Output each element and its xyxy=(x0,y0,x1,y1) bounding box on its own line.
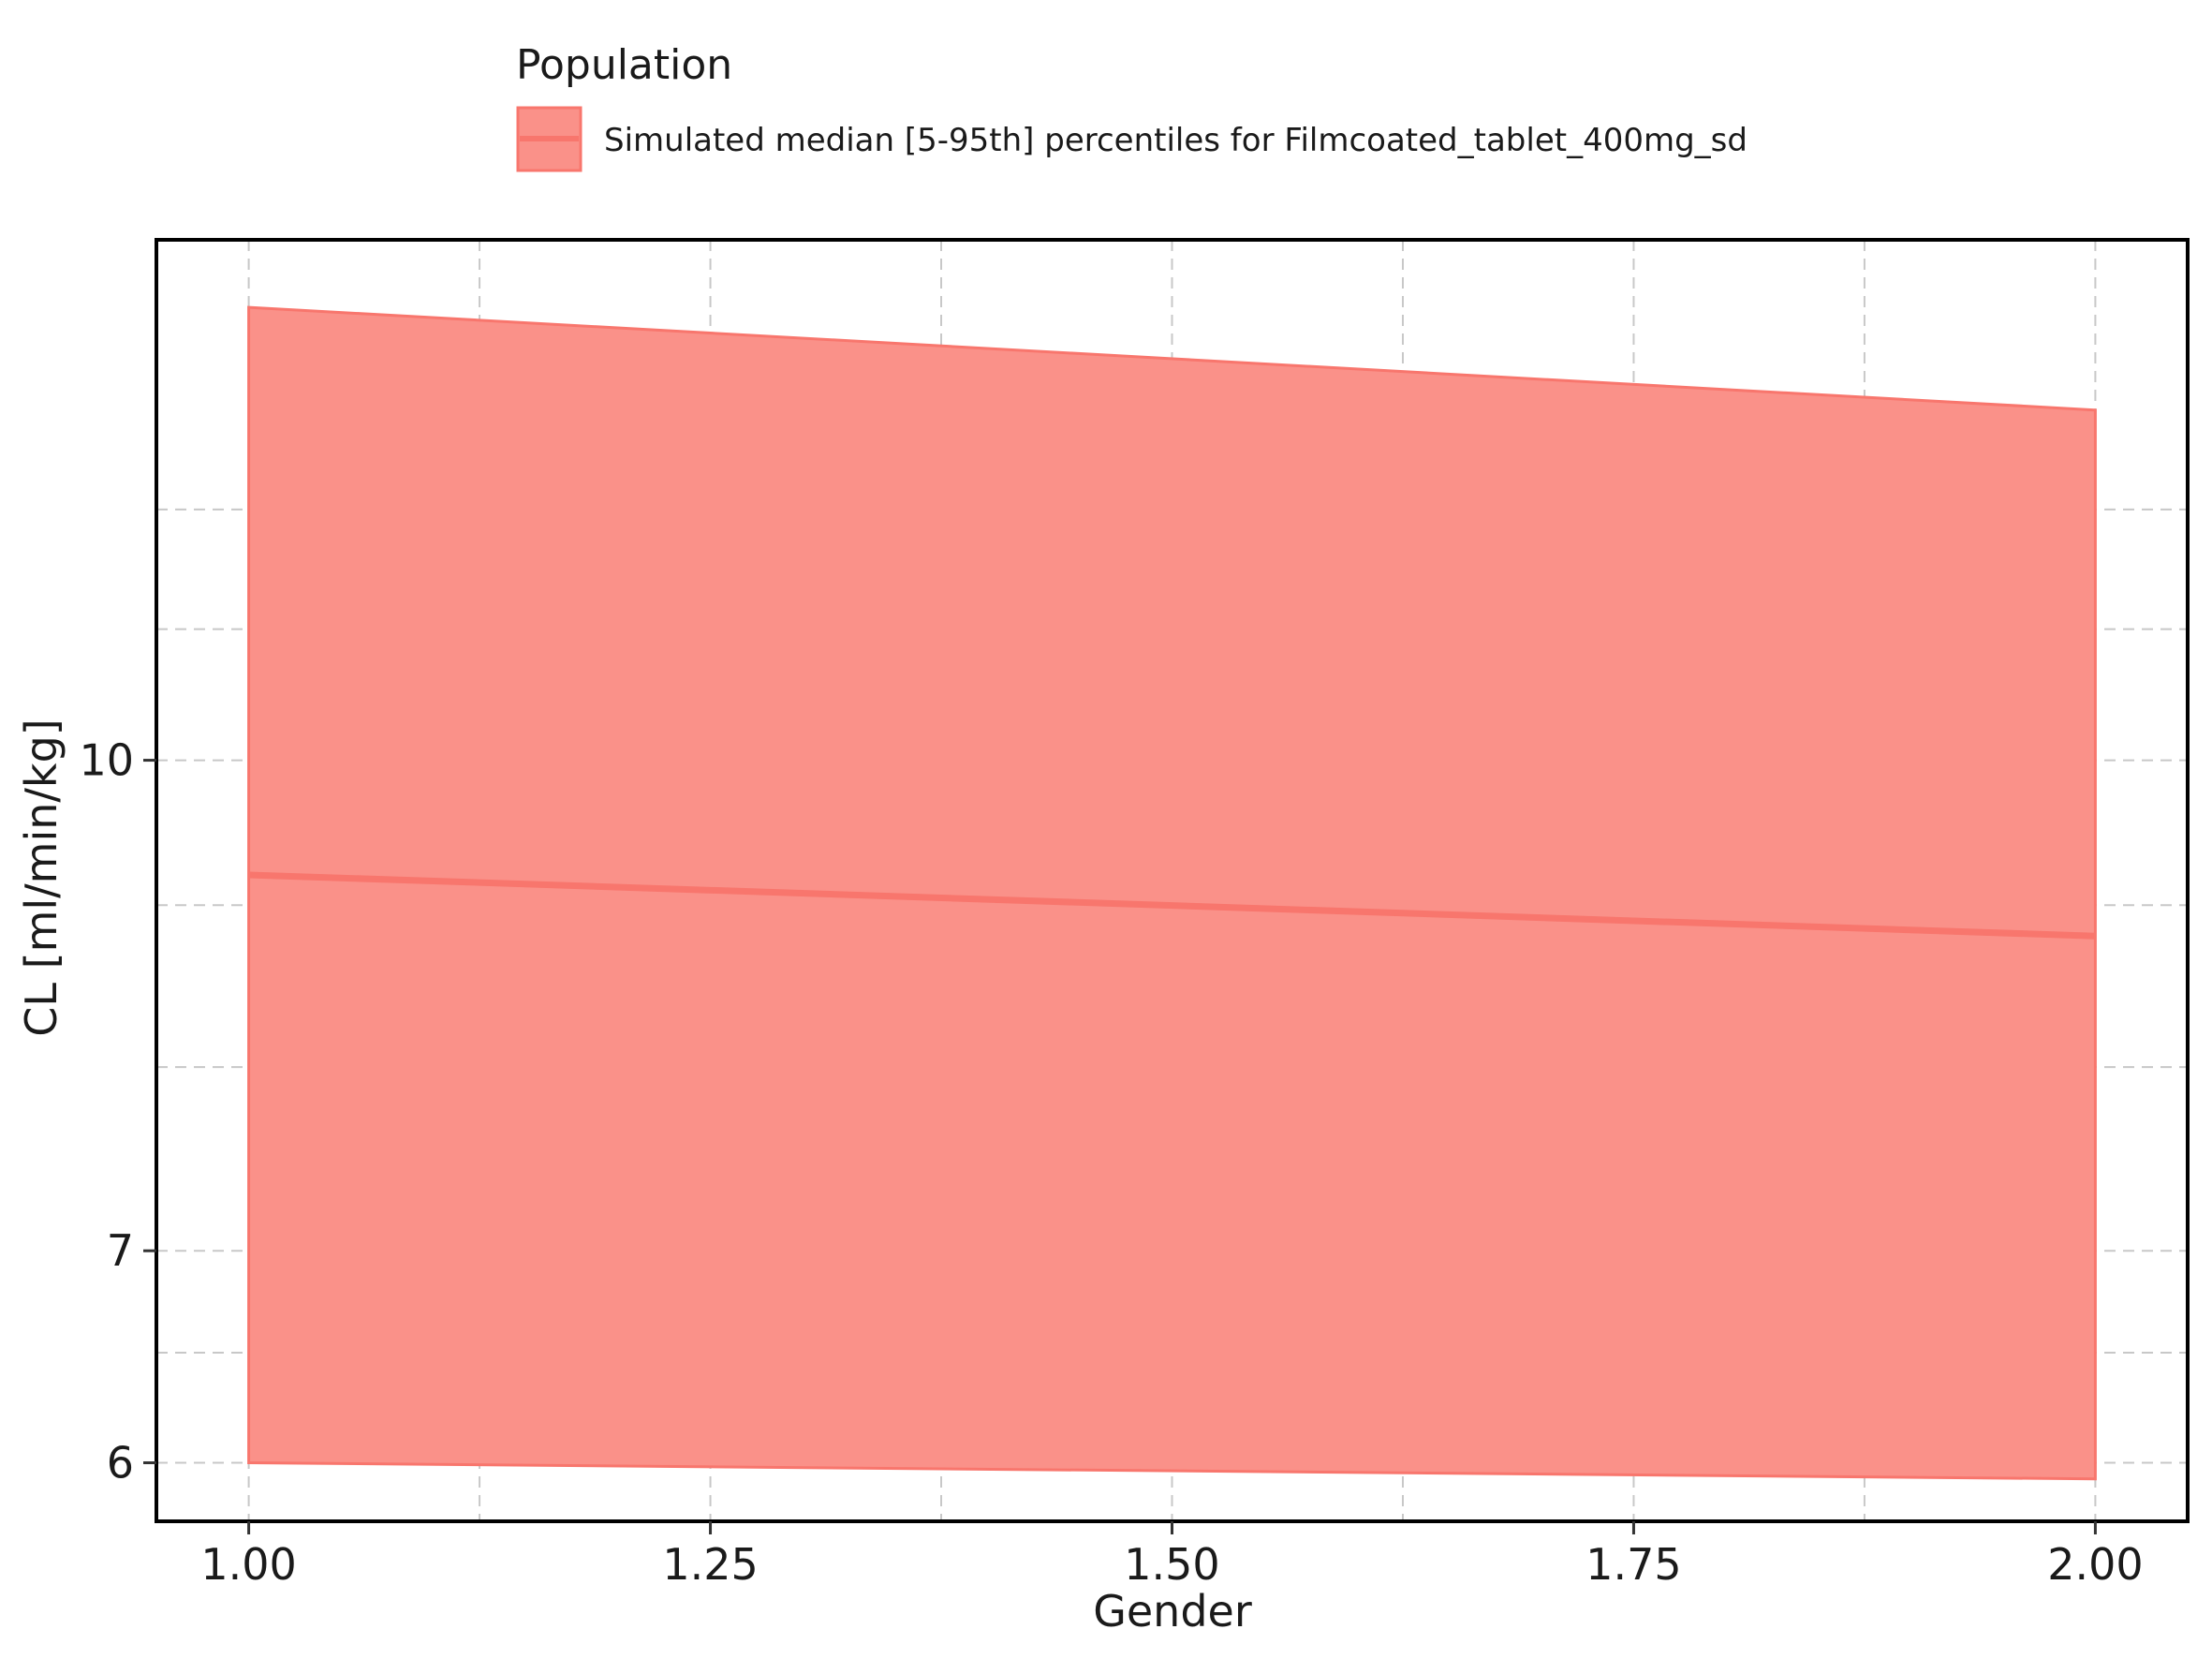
y-tick-label: 10 xyxy=(79,735,134,786)
x-axis-title: Gender xyxy=(1093,1586,1252,1637)
x-tick-label: 1.00 xyxy=(200,1539,296,1590)
x-tick-label: 1.25 xyxy=(662,1539,758,1590)
percentile-band xyxy=(247,305,2097,1481)
series-layer xyxy=(247,305,2097,1481)
legend-title: Population xyxy=(516,41,732,89)
legend-key xyxy=(516,106,582,172)
legend-entry-label: Simulated median [5-95th] percentiles fo… xyxy=(604,122,1747,159)
x-tick-label: 2.00 xyxy=(2047,1539,2143,1590)
y-axis-title: CL [ml/min/kg] xyxy=(16,718,66,1036)
x-tick-label: 1.75 xyxy=(1585,1539,1681,1590)
median-line xyxy=(248,871,2096,940)
x-tick-label: 1.50 xyxy=(1124,1539,1219,1590)
tick-layer: 1.00 1.25 1.50 1.75 2.00 6 7 10 xyxy=(79,735,2143,1590)
legend: Population Simulated median [5-95th] per… xyxy=(516,41,1747,172)
y-tick-label: 7 xyxy=(107,1225,134,1276)
y-tick-label: 6 xyxy=(107,1438,134,1489)
